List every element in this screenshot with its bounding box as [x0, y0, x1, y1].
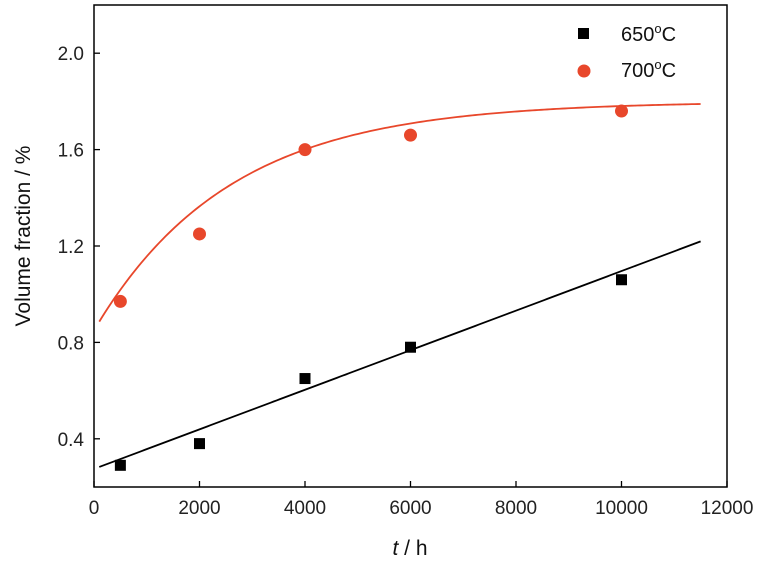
point-650 — [299, 373, 311, 385]
y-tick-label: 0.4 — [58, 430, 85, 451]
point-700 — [113, 294, 127, 308]
point-700 — [298, 143, 312, 157]
legend-label-700-value: 700 — [621, 60, 654, 82]
point-700 — [193, 227, 206, 241]
y-axis-ticks: 0.4 0.8 1.2 1.6 2.0 — [58, 44, 100, 451]
fit-line-650 — [98, 240, 701, 468]
fit-lines — [98, 103, 701, 468]
legend-label-700-unit: C — [662, 60, 676, 82]
x-axis-ticks: 0 2000 4000 6000 8000 10000 12000 — [89, 481, 754, 519]
x-axis-title-unit: / h — [398, 537, 427, 560]
x-tick-label: 10000 — [595, 498, 648, 519]
fit-line-700 — [98, 103, 701, 323]
point-650 — [616, 274, 627, 286]
legend-label-700-degree: o — [654, 57, 661, 72]
point-650 — [405, 341, 416, 353]
legend-item-650: 650oC — [578, 21, 676, 46]
x-tick-label: 0 — [89, 498, 100, 519]
y-tick-label: 1.2 — [58, 237, 84, 258]
x-axis-title-symbol: t — [392, 537, 399, 560]
x-tick-label: 6000 — [389, 498, 431, 519]
point-650 — [194, 438, 205, 450]
legend-marker-square — [578, 28, 589, 39]
y-tick-label: 2.0 — [58, 44, 84, 65]
point-700 — [404, 128, 417, 142]
x-axis-title: t / h — [392, 537, 427, 560]
x-tick-label: 8000 — [495, 498, 537, 519]
legend: 650oC 700oC — [577, 21, 676, 82]
legend-label-650-value: 650 — [621, 24, 654, 46]
y-tick-label: 0.8 — [58, 333, 84, 354]
legend-label-650: 650oC — [621, 21, 676, 46]
y-axis-title: Volume fraction / % — [12, 146, 35, 327]
x-tick-label: 2000 — [178, 498, 220, 519]
legend-label-650-unit: C — [662, 24, 676, 46]
x-tick-label: 4000 — [284, 498, 326, 519]
legend-marker-circle — [577, 64, 591, 78]
y-tick-label: 1.6 — [58, 141, 84, 162]
data-points — [113, 104, 628, 471]
point-650 — [114, 459, 126, 471]
x-tick-label: 12000 — [701, 498, 754, 519]
legend-label-700: 700oC — [621, 57, 676, 82]
legend-item-700: 700oC — [577, 57, 676, 82]
point-700 — [615, 104, 628, 118]
legend-label-650-degree: o — [654, 21, 661, 36]
